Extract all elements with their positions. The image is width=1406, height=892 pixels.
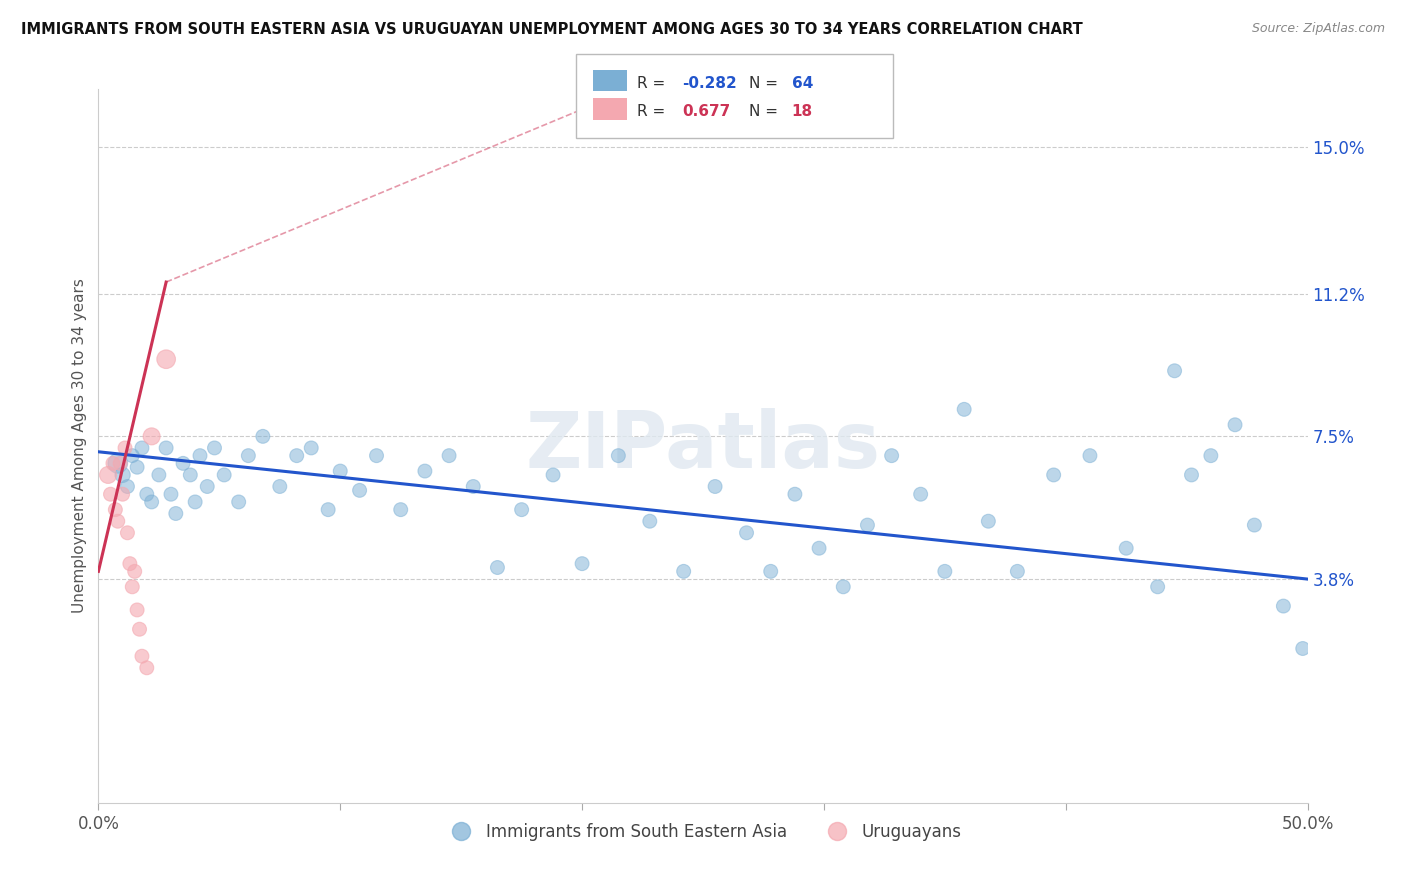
- Text: 64: 64: [792, 76, 813, 91]
- Point: [107, 514, 129, 528]
- Point: [880, 449, 903, 463]
- Point: [135, 487, 157, 501]
- Point: [121, 449, 143, 463]
- Point: [349, 483, 371, 498]
- Point: [953, 402, 976, 417]
- Point: [463, 479, 485, 493]
- Point: [1007, 565, 1029, 579]
- Point: [121, 580, 143, 594]
- Point: [238, 449, 260, 463]
- Point: [117, 525, 139, 540]
- Text: ZIPatlas: ZIPatlas: [526, 408, 880, 484]
- Point: [252, 429, 274, 443]
- Point: [1223, 417, 1246, 432]
- Point: [108, 456, 131, 470]
- Point: [131, 441, 153, 455]
- Point: [672, 565, 695, 579]
- Point: [118, 557, 141, 571]
- Point: [97, 467, 120, 482]
- Point: [1042, 467, 1064, 482]
- Point: [316, 502, 339, 516]
- Point: [437, 449, 460, 463]
- Point: [1243, 518, 1265, 533]
- Point: [184, 495, 207, 509]
- Point: [389, 502, 412, 516]
- Point: [1163, 364, 1185, 378]
- Text: N =: N =: [749, 76, 783, 91]
- Point: [148, 467, 170, 482]
- Point: [269, 479, 291, 493]
- Point: [541, 467, 564, 482]
- Point: [135, 661, 157, 675]
- Point: [856, 518, 879, 533]
- Point: [285, 449, 308, 463]
- Point: [179, 467, 201, 482]
- Point: [101, 456, 124, 470]
- Point: [155, 441, 177, 455]
- Text: R =: R =: [637, 76, 671, 91]
- Point: [127, 603, 149, 617]
- Point: [910, 487, 932, 501]
- Point: [124, 565, 146, 579]
- Point: [111, 467, 134, 482]
- Point: [329, 464, 352, 478]
- Text: 18: 18: [792, 104, 813, 120]
- Point: [127, 460, 149, 475]
- Point: [832, 580, 855, 594]
- Point: [1146, 580, 1168, 594]
- Point: [195, 479, 218, 493]
- Point: [1180, 467, 1202, 482]
- Point: [759, 565, 782, 579]
- Point: [165, 507, 187, 521]
- Point: [128, 622, 150, 636]
- Point: [172, 456, 194, 470]
- Point: [413, 464, 436, 478]
- Legend: Immigrants from South Eastern Asia, Uruguayans: Immigrants from South Eastern Asia, Urug…: [437, 817, 969, 848]
- Point: [141, 495, 163, 509]
- Point: [299, 441, 322, 455]
- Point: [704, 479, 727, 493]
- Point: [1078, 449, 1101, 463]
- Point: [117, 479, 139, 493]
- Text: Source: ZipAtlas.com: Source: ZipAtlas.com: [1251, 22, 1385, 36]
- Point: [104, 502, 127, 516]
- Point: [486, 560, 509, 574]
- Point: [188, 449, 211, 463]
- Point: [571, 557, 593, 571]
- Y-axis label: Unemployment Among Ages 30 to 34 years: Unemployment Among Ages 30 to 34 years: [72, 278, 87, 614]
- Point: [160, 487, 183, 501]
- Point: [1199, 449, 1222, 463]
- Point: [141, 429, 163, 443]
- Point: [155, 352, 177, 367]
- Point: [977, 514, 1000, 528]
- Point: [510, 502, 533, 516]
- Text: -0.282: -0.282: [682, 76, 737, 91]
- Point: [735, 525, 758, 540]
- Point: [934, 565, 956, 579]
- Text: IMMIGRANTS FROM SOUTH EASTERN ASIA VS URUGUAYAN UNEMPLOYMENT AMONG AGES 30 TO 34: IMMIGRANTS FROM SOUTH EASTERN ASIA VS UR…: [21, 22, 1083, 37]
- Point: [114, 441, 136, 455]
- Point: [131, 649, 153, 664]
- Point: [1292, 641, 1315, 656]
- Point: [783, 487, 806, 501]
- Point: [107, 456, 129, 470]
- Text: R =: R =: [637, 104, 671, 120]
- Point: [1272, 599, 1295, 613]
- Point: [638, 514, 661, 528]
- Point: [607, 449, 630, 463]
- Point: [100, 487, 122, 501]
- Point: [204, 441, 226, 455]
- Point: [212, 467, 235, 482]
- Point: [808, 541, 831, 556]
- Text: 0.677: 0.677: [682, 104, 730, 120]
- Point: [228, 495, 250, 509]
- Text: N =: N =: [749, 104, 783, 120]
- Point: [366, 449, 388, 463]
- Point: [111, 487, 134, 501]
- Point: [1115, 541, 1137, 556]
